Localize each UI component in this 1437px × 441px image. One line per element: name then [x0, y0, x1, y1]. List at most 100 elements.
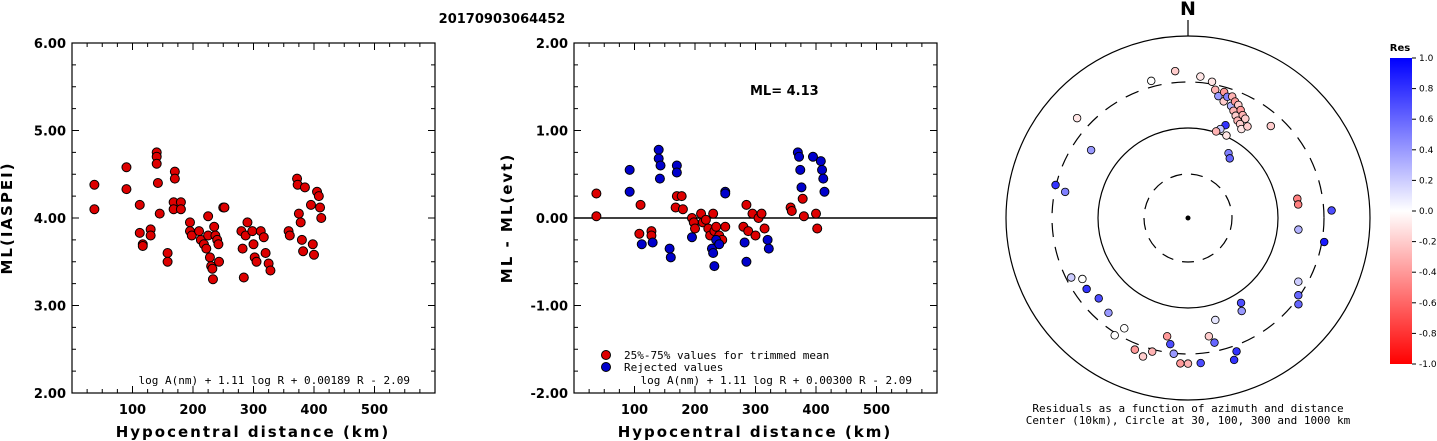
legend-label-rejected: Rejected values — [624, 361, 723, 374]
center-point — [1185, 215, 1191, 221]
data-point — [654, 173, 665, 184]
y-tick-label: 5.00 — [34, 125, 66, 140]
colorbar-tick-label: -0.8 — [1419, 329, 1437, 339]
residual-point — [1243, 122, 1252, 131]
colorbar-tick-label: -0.2 — [1419, 238, 1437, 248]
residual-point — [1211, 127, 1221, 136]
residual-point — [1211, 315, 1220, 325]
residual-point — [1110, 331, 1119, 340]
colorbar-title: Res — [1390, 43, 1410, 54]
data-point — [251, 256, 262, 267]
residual-point — [1232, 347, 1241, 356]
data-point — [186, 230, 197, 241]
y-tick-label: 3.00 — [34, 300, 66, 315]
data-point — [284, 230, 295, 241]
residual-point — [1094, 294, 1103, 303]
data-point — [194, 226, 205, 237]
colorbar-tick-label: 0.4 — [1419, 146, 1434, 156]
residual-point — [1196, 358, 1205, 368]
data-point — [664, 243, 675, 254]
data-point — [795, 164, 806, 175]
data-point — [634, 228, 645, 239]
residual-point — [1120, 324, 1129, 333]
data-point — [154, 208, 165, 219]
residual-point — [1166, 339, 1175, 349]
data-point — [238, 272, 249, 283]
residual-point — [1162, 332, 1172, 341]
data-point — [756, 208, 767, 219]
x-tick-label: 500 — [863, 403, 890, 418]
data-point — [299, 182, 310, 193]
data-point — [121, 184, 132, 195]
chart-title: 20170903064452 — [439, 12, 566, 27]
residual-point — [1196, 72, 1205, 81]
residual-point — [1078, 274, 1087, 284]
data-point — [655, 160, 666, 171]
data-point — [316, 213, 327, 223]
data-point — [739, 237, 750, 248]
colorbar-tick-label: 0.8 — [1419, 85, 1434, 95]
residual-point — [1320, 237, 1329, 247]
residual-point — [1210, 338, 1219, 347]
legend-label-trimmed: 25%-75% values for trimmed mean — [624, 349, 829, 362]
data-point — [720, 188, 731, 199]
data-point — [242, 217, 253, 228]
data-point — [175, 204, 186, 215]
data-point — [794, 151, 805, 162]
data-point — [635, 199, 646, 210]
residual-point — [1229, 355, 1239, 365]
x-tick-label: 100 — [119, 403, 146, 418]
residual-point — [1222, 131, 1231, 140]
x-tick-label: 400 — [802, 403, 829, 418]
y-tick-label: -2.00 — [531, 387, 568, 402]
x-tick-label: 300 — [742, 403, 769, 418]
data-point — [796, 182, 807, 193]
data-point — [203, 211, 214, 222]
colorbar-tick-label: -0.6 — [1419, 299, 1437, 309]
residual-point — [1176, 359, 1185, 368]
data-point — [762, 234, 773, 245]
residual-point — [1060, 187, 1070, 197]
data-point — [121, 162, 132, 173]
colorbar-tick-label: -0.4 — [1419, 268, 1437, 278]
x-tick-label: 400 — [300, 403, 327, 418]
residual-point — [1086, 145, 1096, 155]
residual-point — [1293, 200, 1303, 209]
data-point — [260, 248, 271, 258]
plot-frame — [71, 42, 436, 394]
data-point — [307, 239, 318, 250]
x-tick-label: 200 — [681, 403, 708, 418]
residual-point — [1067, 273, 1076, 282]
y-tick-label: 6.00 — [34, 37, 66, 52]
data-point — [741, 256, 752, 267]
data-point — [152, 178, 163, 188]
data-point — [665, 252, 676, 263]
magnitude-distance-chart: ML(IASPEI) Hypocentral distance (km) log… — [0, 37, 436, 441]
data-point — [818, 173, 829, 184]
data-point — [209, 221, 220, 232]
residual-point — [1237, 306, 1246, 316]
residual-point — [1294, 225, 1303, 234]
data-point — [817, 164, 828, 175]
data-point — [676, 191, 687, 202]
x-tick-label: 300 — [240, 403, 267, 418]
data-point — [213, 239, 224, 250]
data-point — [815, 156, 826, 167]
residual-point — [1170, 66, 1180, 76]
y-tick-label: 1.00 — [536, 125, 568, 140]
data-point — [624, 186, 635, 197]
data-point — [184, 217, 195, 228]
data-point — [807, 151, 818, 162]
ml-annotation: ML= 4.13 — [750, 84, 819, 99]
data-point — [313, 191, 324, 202]
data-point — [743, 226, 754, 237]
azimuth-residual-chart: N Residuals as a function of azimuth and… — [1005, 0, 1437, 427]
data-point — [708, 248, 719, 258]
data-point — [201, 243, 212, 254]
x-tick-label: 100 — [621, 403, 648, 418]
data-point — [690, 223, 700, 234]
data-point — [296, 234, 307, 245]
residual-distance-chart: ML - ML(evt) Hypocentral distance (km) M… — [498, 37, 938, 441]
residual-point — [1183, 359, 1193, 368]
data-point — [134, 227, 145, 238]
